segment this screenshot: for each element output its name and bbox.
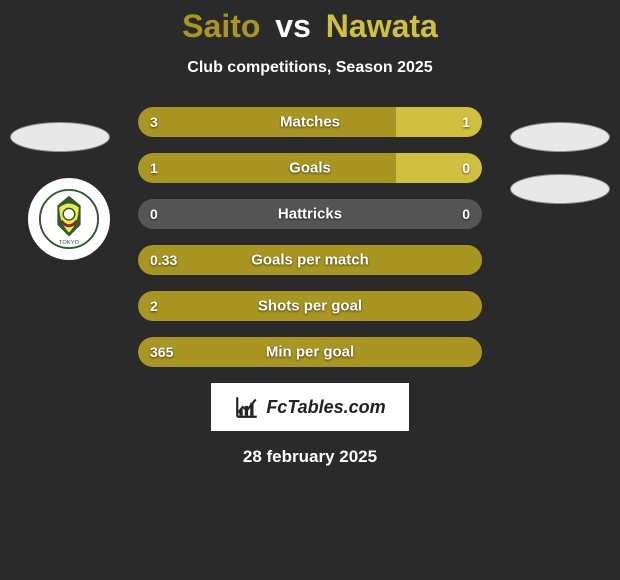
stat-label: Shots per goal xyxy=(138,298,482,315)
stat-label: Min per goal xyxy=(138,344,482,361)
stat-label: Goals xyxy=(138,160,482,177)
stat-left-value: 3 xyxy=(150,114,158,130)
subtitle: Club competitions, Season 2025 xyxy=(0,59,620,77)
date-text: 28 february 2025 xyxy=(0,447,620,467)
brand-box: FcTables.com xyxy=(211,383,409,431)
stat-row: Hattricks0 0 xyxy=(138,199,482,229)
player2-name: Nawata xyxy=(326,8,438,44)
brand-text: FcTables.com xyxy=(266,397,385,418)
stat-left-value: 1 xyxy=(150,160,158,176)
decorative-oval xyxy=(510,122,610,152)
stat-left-value: 0 xyxy=(150,206,158,222)
club-badge: TOKYO xyxy=(28,178,110,260)
comparison-title: Saito vs Nawata xyxy=(0,0,620,45)
stat-label: Goals per match xyxy=(138,252,482,269)
stat-label: Matches xyxy=(138,114,482,131)
stat-left-value: 2 xyxy=(150,298,158,314)
stat-left-value: 0.33 xyxy=(150,252,177,268)
brand-chart-icon xyxy=(234,394,260,420)
stat-row: Shots per goal2 xyxy=(138,291,482,321)
stat-row: Goals per match0.33 xyxy=(138,245,482,275)
stat-right-value: 0 xyxy=(462,206,470,222)
decorative-oval xyxy=(510,174,610,204)
svg-text:TOKYO: TOKYO xyxy=(59,240,80,246)
stats-table: Matches31Goals10Hattricks00Goals per mat… xyxy=(138,107,482,367)
stat-label: Hattricks xyxy=(138,206,482,223)
decorative-oval xyxy=(10,122,110,152)
stat-right-value: 1 xyxy=(462,114,470,130)
stat-right-value: 0 xyxy=(462,160,470,176)
player1-name: Saito xyxy=(182,8,260,44)
stat-row: Matches3 1 xyxy=(138,107,482,137)
stat-row: Goals1 0 xyxy=(138,153,482,183)
vs-text: vs xyxy=(275,8,311,44)
stat-row: Min per goal365 xyxy=(138,337,482,367)
stat-left-value: 365 xyxy=(150,344,173,360)
